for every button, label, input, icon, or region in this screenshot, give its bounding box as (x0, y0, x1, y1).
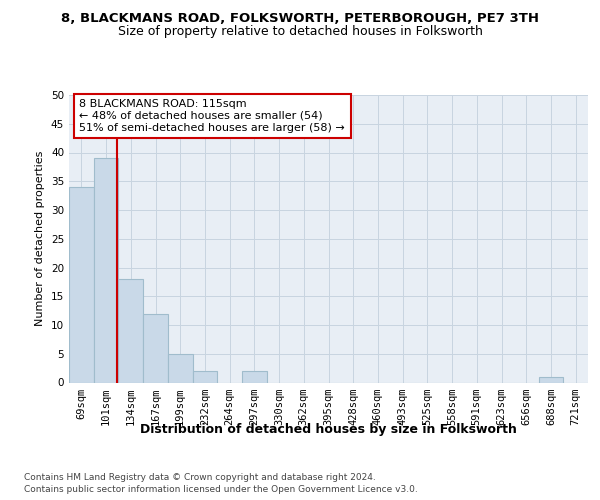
Bar (69, 187, 94, 382)
Bar (193, 371, 217, 382)
Text: Distribution of detached houses by size in Folksworth: Distribution of detached houses by size … (140, 422, 517, 436)
Text: 8 BLACKMANS ROAD: 115sqm
← 48% of detached houses are smaller (54)
51% of semi-d: 8 BLACKMANS ROAD: 115sqm ← 48% of detach… (79, 100, 345, 132)
Text: 8, BLACKMANS ROAD, FOLKSWORTH, PETERBOROUGH, PE7 3TH: 8, BLACKMANS ROAD, FOLKSWORTH, PETERBORO… (61, 12, 539, 26)
Bar (94, 158, 118, 382)
Bar (168, 354, 193, 382)
Text: Size of property relative to detached houses in Folksworth: Size of property relative to detached ho… (118, 25, 482, 38)
Text: Contains HM Land Registry data © Crown copyright and database right 2024.: Contains HM Land Registry data © Crown c… (24, 472, 376, 482)
Text: Contains public sector information licensed under the Open Government Licence v3: Contains public sector information licen… (24, 485, 418, 494)
Bar (118, 279, 143, 382)
Y-axis label: Number of detached properties: Number of detached properties (35, 151, 46, 326)
Bar (242, 371, 267, 382)
Bar (143, 314, 168, 382)
Bar (539, 377, 563, 382)
